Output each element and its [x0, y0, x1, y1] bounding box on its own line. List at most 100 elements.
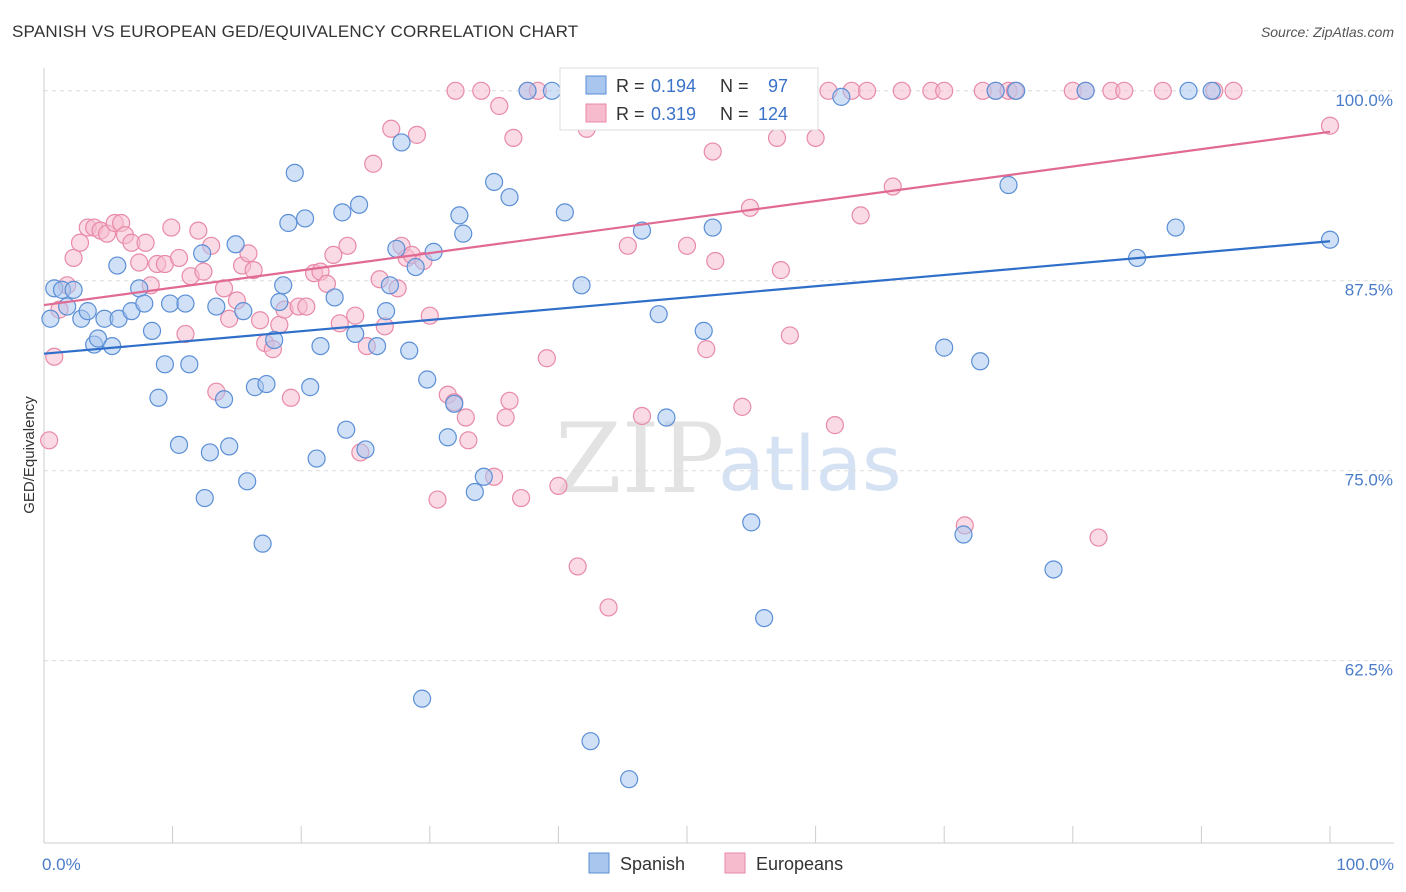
- bottom-legend-label-europeans: Europeans: [756, 854, 843, 874]
- europeans-point-44: [324, 245, 343, 265]
- spanish-point-68: [518, 81, 537, 100]
- spanish-point-89: [971, 352, 990, 371]
- europeans-point-5: [70, 233, 90, 252]
- chart-source: Source: ZipAtlas.com: [1260, 24, 1394, 40]
- spanish-point-20: [169, 435, 189, 454]
- spanish-point-6: [78, 302, 97, 321]
- europeans-point-104: [851, 206, 870, 225]
- spanish-point-82: [742, 513, 761, 532]
- spanish-point-98: [1202, 81, 1221, 100]
- europeans-point-70: [496, 408, 515, 427]
- spanish-point-40: [295, 209, 315, 228]
- y-tick-label-2: 87.5%: [1345, 281, 1393, 300]
- spanish-point-25: [200, 443, 219, 462]
- europeans-point-77: [549, 476, 568, 495]
- europeans-point-53: [382, 119, 401, 138]
- spanish-point-60: [438, 428, 457, 447]
- spanish-point-42: [307, 449, 326, 468]
- spanish-point-91: [999, 175, 1018, 195]
- spanish-point-58: [418, 370, 437, 389]
- europeans-point-58: [407, 125, 427, 144]
- spanish-point-15: [135, 294, 154, 313]
- spanish-point-67: [500, 188, 519, 207]
- spanish-point-36: [270, 292, 289, 312]
- europeans-point-69: [490, 96, 509, 116]
- spanish-point-44: [325, 288, 344, 307]
- spanish-point-27: [214, 390, 234, 409]
- europeans-point-107: [892, 81, 911, 100]
- europeans-point-43: [317, 274, 337, 293]
- europeans-point-97: [767, 128, 787, 148]
- legend-n-value-spanish: 97: [768, 76, 788, 96]
- spanish-point-37: [274, 276, 293, 295]
- spanish-point-39: [285, 163, 304, 182]
- europeans-point-31: [239, 244, 258, 263]
- spanish-point-96: [1166, 218, 1185, 237]
- spanish-point-80: [694, 321, 713, 340]
- europeans-point-105: [857, 81, 877, 100]
- spanish-point-94: [1076, 81, 1095, 100]
- bottom-legend-swatch-spanish: [588, 852, 610, 874]
- europeans-trend-line: [43, 130, 1331, 307]
- europeans-point-60: [420, 306, 439, 325]
- spanish-point-86: [832, 87, 851, 106]
- watermark: ZIP atlas: [555, 403, 902, 515]
- europeans-point-119: [1115, 81, 1134, 100]
- europeans-point-65: [456, 408, 475, 427]
- europeans-point-73: [512, 488, 531, 508]
- spanish-trend-line: [43, 240, 1331, 355]
- europeans-point-117: [1089, 528, 1108, 547]
- spanish-point-21: [176, 294, 195, 313]
- legend-r-label-spanish: R =: [616, 76, 645, 96]
- spanish-point-35: [265, 330, 284, 350]
- spanish-point-26: [207, 297, 226, 316]
- spanish-point-62: [450, 206, 469, 225]
- spanish-point-23: [193, 244, 212, 263]
- europeans-point-38: [281, 388, 301, 407]
- europeans-point-46: [338, 236, 357, 255]
- europeans-point-95: [740, 198, 760, 217]
- spanish-point-93: [1044, 560, 1063, 579]
- europeans-point-120: [1153, 81, 1172, 100]
- spanish-point-45: [333, 203, 352, 222]
- legend-swatch-europeans: [585, 103, 607, 123]
- europeans-point-14: [130, 253, 149, 272]
- spanish-point-22: [180, 355, 199, 374]
- europeans-point-109: [935, 81, 954, 100]
- spanish-point-52: [380, 276, 400, 295]
- europeans-point-85: [632, 406, 652, 426]
- europeans-point-47: [346, 306, 365, 325]
- spanish-point-81: [703, 218, 722, 237]
- legend-r-value-europeans: 0.319: [651, 104, 696, 124]
- europeans-point-67: [472, 81, 491, 100]
- spanish-point-4: [64, 280, 83, 299]
- y-axis-label: GED/Equivalency: [21, 396, 38, 514]
- watermark-atlas: atlas: [718, 419, 902, 508]
- europeans-point-4: [64, 248, 83, 268]
- spanish-point-28: [220, 437, 239, 456]
- bottom-legend-swatch-europeans: [724, 852, 746, 874]
- europeans-point-82: [599, 598, 618, 617]
- europeans-point-36: [270, 315, 289, 334]
- spanish-point-38: [279, 213, 298, 233]
- spanish-point-55: [400, 341, 419, 360]
- spanish-point-41: [301, 378, 320, 397]
- spanish-point-48: [349, 195, 369, 214]
- europeans-point-32: [244, 261, 263, 280]
- spanish-point-29: [226, 235, 245, 254]
- spanish-point-31: [238, 472, 257, 491]
- europeans-point-94: [733, 397, 752, 416]
- bottom-legend: Spanish Europeans: [588, 852, 843, 874]
- spanish-point-24: [195, 488, 214, 508]
- spanish-point-33: [253, 534, 272, 553]
- europeans-point-92: [706, 251, 725, 271]
- europeans-point-76: [537, 349, 556, 368]
- spanish-point-63: [454, 224, 473, 243]
- spanish-point-53: [387, 239, 406, 258]
- europeans-point-33: [250, 311, 270, 330]
- spanish-point-87: [935, 338, 954, 357]
- top-legend: R = 0.194 N = 97 R = 0.319 N = 124: [559, 67, 819, 131]
- spanish-point-88: [954, 525, 973, 544]
- europeans-point-102: [825, 416, 844, 435]
- spanish-point-0: [41, 309, 60, 328]
